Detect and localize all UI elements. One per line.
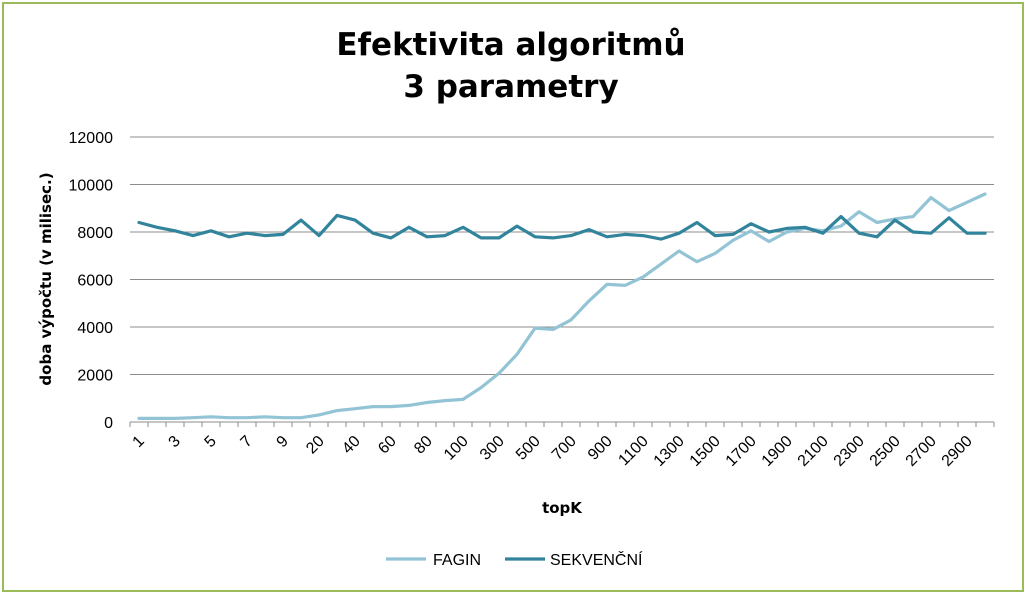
- y-tick-label: 4000: [77, 320, 113, 337]
- x-tick-label: 1300: [651, 433, 688, 470]
- y-tick-label: 10000: [69, 178, 114, 195]
- legend: FAGIN SEKVENČNÍ: [386, 550, 643, 569]
- x-tick-label: 300: [477, 433, 508, 464]
- x-tick-label: 1500: [687, 433, 724, 470]
- x-tick-label: 2100: [795, 433, 832, 470]
- chart-title-line-2: 3 parametry: [403, 69, 619, 105]
- gridlines: [130, 136, 994, 423]
- x-tick-label: 40: [339, 433, 364, 458]
- x-tick-label: 1100: [615, 433, 651, 469]
- y-axis-ticks: 0 2000 4000 6000 8000 10000 12000: [69, 130, 114, 432]
- x-tick-label: 900: [585, 433, 616, 464]
- x-tick-label: 60: [375, 433, 400, 458]
- x-tick-label: 5: [202, 433, 220, 451]
- x-tick-label: 2300: [831, 433, 868, 470]
- x-axis-label: topK: [542, 499, 583, 517]
- x-tick-label: 7: [238, 433, 256, 451]
- y-tick-label: 8000: [77, 225, 113, 242]
- x-tick-label: 1700: [723, 433, 760, 470]
- x-tick-label: 500: [513, 433, 544, 464]
- chart-title-line-1: Efektivita algoritmů: [336, 27, 686, 63]
- x-tick-label: 100: [441, 433, 472, 464]
- y-axis-label: doba výpočtu (v milisec.): [37, 172, 55, 385]
- y-tick-label: 12000: [69, 130, 114, 147]
- series-line-fagin: [137, 192, 987, 420]
- x-tick-label: 9: [274, 433, 292, 451]
- legend-label: FAGIN: [433, 552, 481, 569]
- x-tick-label: 700: [549, 433, 580, 464]
- series-line-sekvencni: [137, 213, 987, 241]
- legend-label: SEKVENČNÍ: [550, 550, 643, 569]
- x-tick-label: 20: [303, 433, 328, 458]
- y-tick-label: 2000: [77, 368, 113, 385]
- y-tick-label: 0: [104, 415, 113, 432]
- x-tick-label: 2700: [903, 433, 940, 470]
- x-tick-label: 1900: [759, 433, 796, 470]
- x-tick-label: 2900: [939, 433, 976, 470]
- x-tick-label: 1: [130, 433, 148, 451]
- x-tick-label: 2500: [867, 433, 904, 470]
- x-tick-label: 3: [166, 433, 184, 451]
- chart-title: Efektivita algoritmů 3 parametry: [0, 24, 1022, 108]
- x-axis-ticks: 1 3 5 7 9 20 40 60 80 100 300 500 700 900 110013001500…: [129, 422, 995, 470]
- y-tick-label: 6000: [77, 273, 113, 290]
- series-lines: [137, 192, 987, 420]
- x-tick-label: 80: [411, 433, 436, 458]
